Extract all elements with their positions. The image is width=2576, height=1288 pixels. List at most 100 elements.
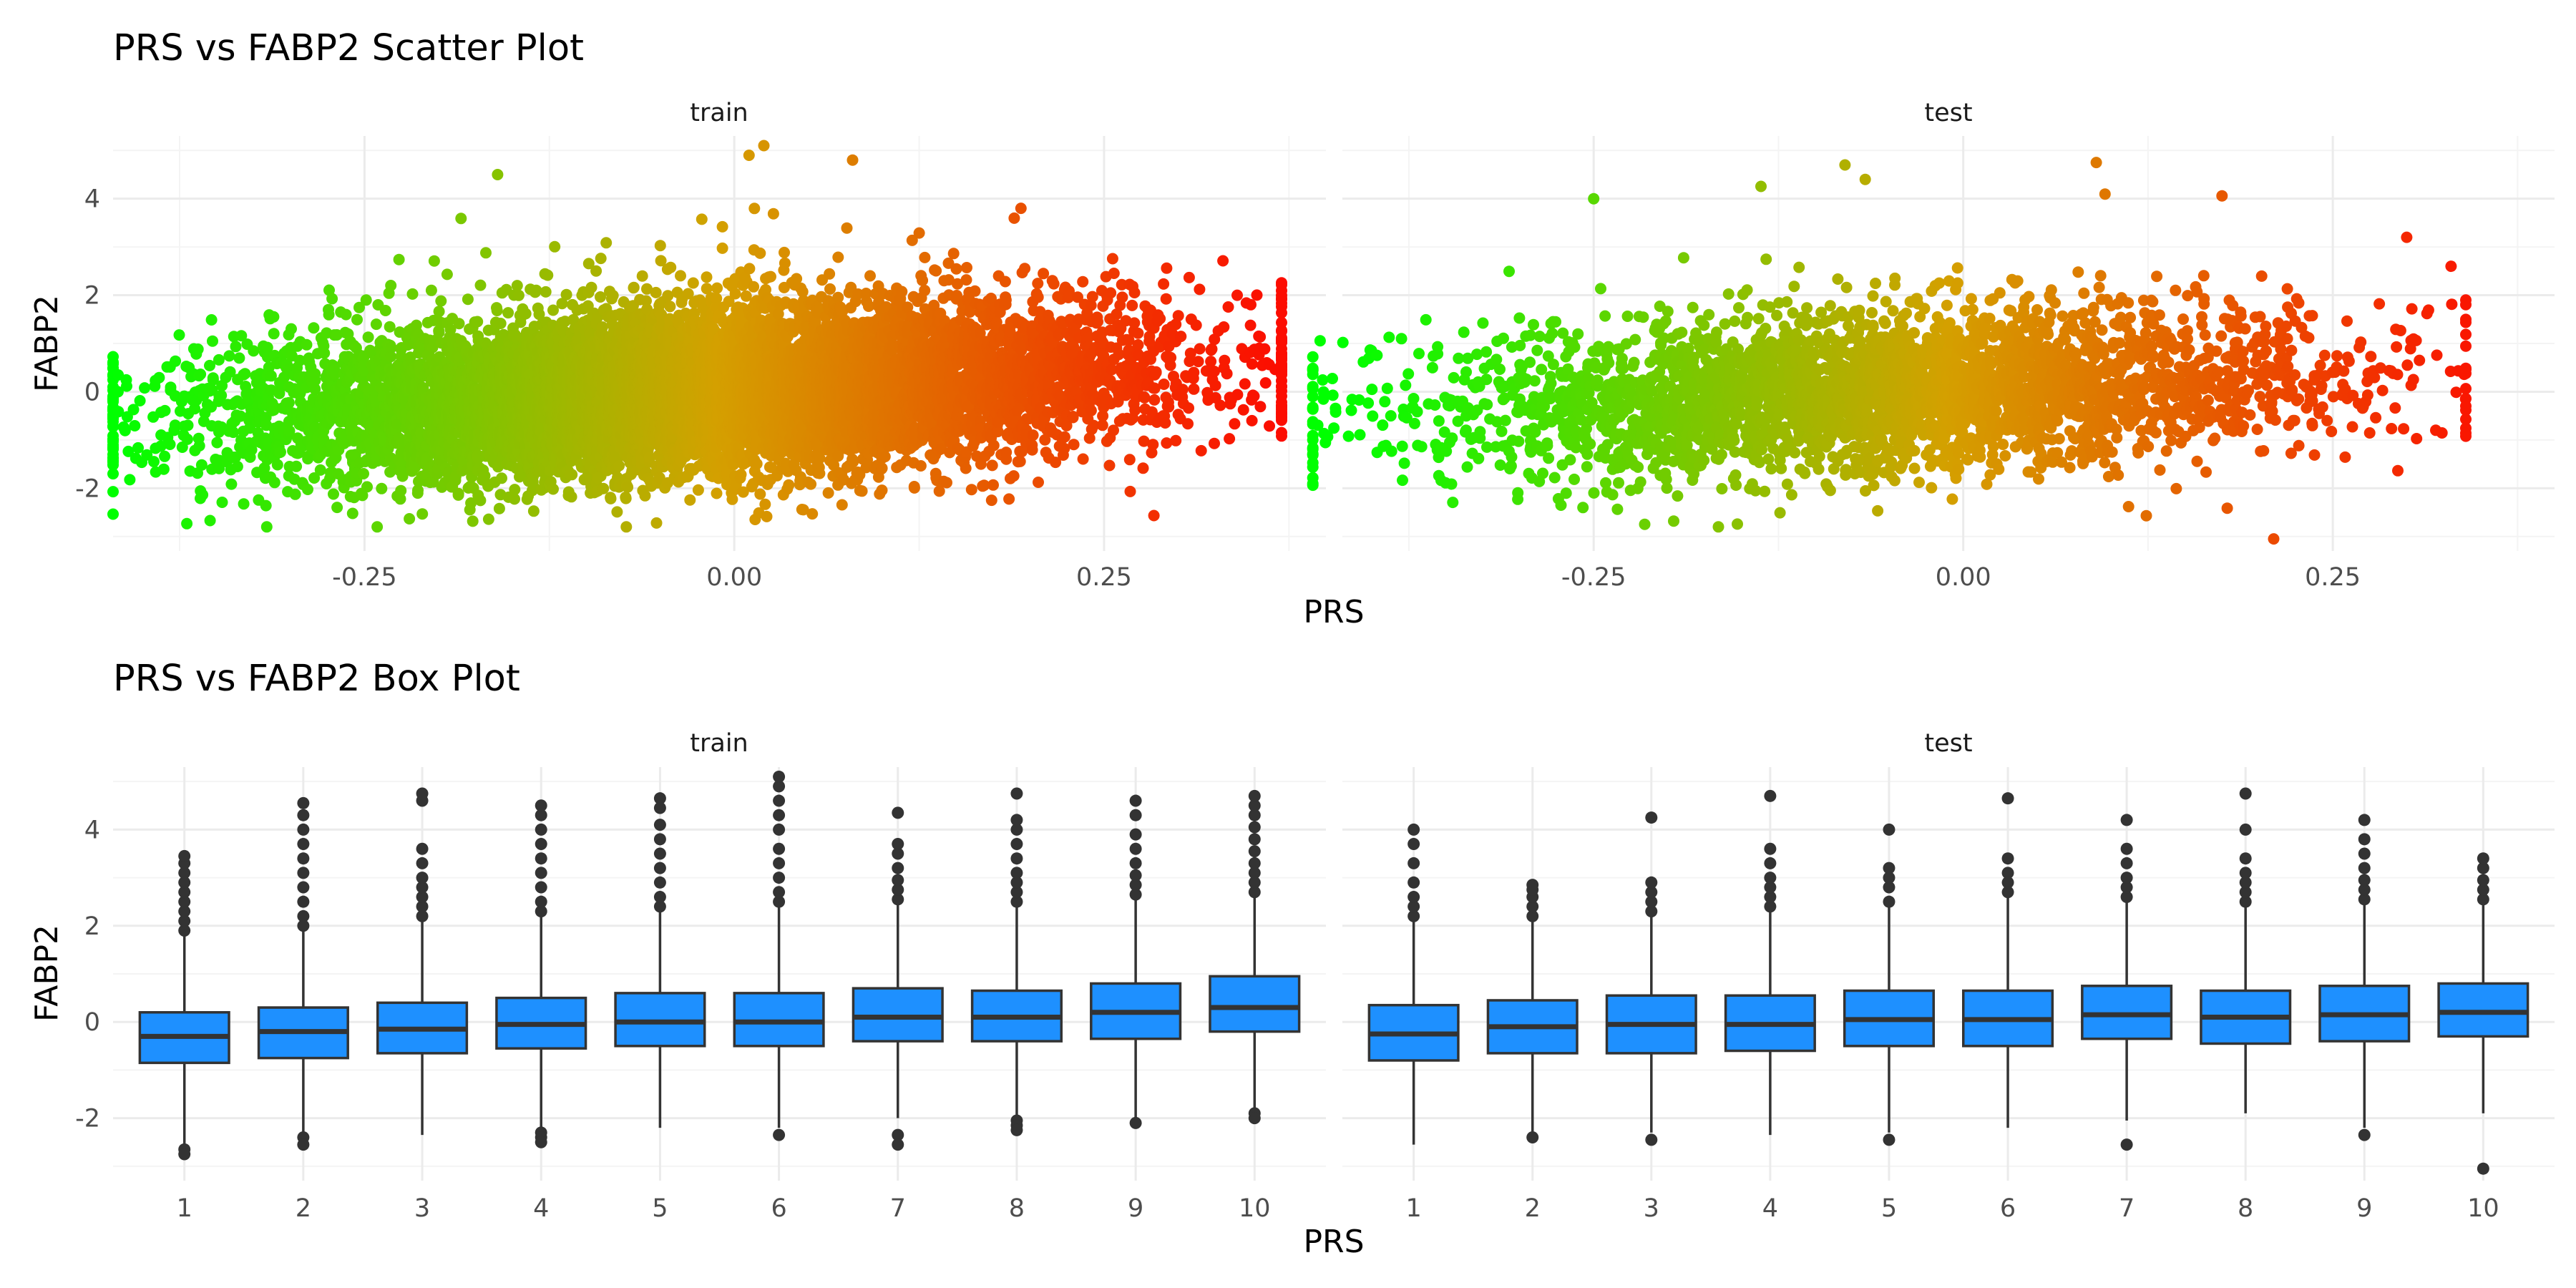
scatter-point: [716, 220, 728, 233]
scatter-point: [362, 331, 374, 343]
scatter-point: [223, 350, 235, 362]
scatter-point: [590, 265, 602, 277]
scatter-point: [164, 439, 176, 450]
scatter-point: [309, 374, 321, 386]
scatter-point: [289, 488, 301, 500]
scatter-point: [318, 347, 331, 359]
scatter-point: [328, 488, 339, 500]
scatter-point: [165, 381, 177, 394]
scatter-point: [684, 494, 696, 506]
scatter-point: [716, 242, 728, 254]
scatter-point: [273, 387, 286, 399]
scatter-point: [207, 335, 218, 347]
scatter-point: [225, 478, 238, 490]
scatter-point: [230, 341, 242, 353]
scatter-point: [197, 489, 209, 501]
scatter-point: [323, 308, 335, 321]
scatter-point: [605, 492, 617, 504]
scatter-point: [112, 406, 125, 418]
scatter-point: [379, 305, 391, 316]
scatter-point: [474, 494, 487, 507]
scatter-point: [182, 419, 194, 431]
scatter-point: [527, 505, 540, 517]
scatter-point: [314, 464, 326, 476]
scatter-point: [393, 253, 405, 265]
scatter-point: [148, 456, 160, 468]
scatter-point: [181, 517, 193, 530]
scatter-point: [326, 293, 338, 305]
scatter-point: [291, 460, 303, 472]
scatter-point: [597, 482, 610, 494]
scatter-point: [696, 213, 708, 225]
scatter-point: [107, 449, 119, 461]
scatter-point: [376, 482, 388, 494]
scatter-point: [213, 353, 225, 366]
scatter-point: [607, 290, 619, 301]
scatter-point: [181, 433, 193, 445]
scatter-point: [585, 281, 597, 293]
scatter-point: [233, 352, 245, 364]
scatter-point: [275, 446, 286, 458]
scatter-point: [216, 497, 228, 508]
scatter-point: [512, 289, 525, 301]
scatter-point: [260, 499, 272, 512]
scatter-point: [228, 426, 239, 439]
scatter-point: [566, 469, 578, 481]
scatter-point: [301, 338, 313, 351]
scatter-point: [453, 318, 465, 330]
scatter-point: [502, 307, 514, 319]
scatter-point: [119, 424, 131, 436]
scatter-point: [665, 261, 677, 273]
scatter-point: [560, 288, 572, 301]
scatter-point: [396, 470, 409, 482]
scatter-point: [611, 506, 623, 518]
scatter-point: [494, 318, 507, 329]
scatter-point: [169, 419, 181, 431]
scatter-point: [428, 255, 440, 267]
scatter-point: [204, 514, 216, 527]
scatter-point: [268, 477, 280, 489]
scatter-point: [613, 459, 625, 472]
scatter-point: [639, 489, 651, 502]
scatter-point: [329, 368, 341, 380]
scatter-point: [235, 330, 248, 342]
scatter-point: [248, 345, 260, 357]
scatter-point: [134, 395, 146, 406]
scatter-point: [189, 403, 201, 415]
scatter-point: [492, 169, 504, 180]
scatter-point: [195, 369, 207, 380]
scatter-point: [394, 493, 406, 505]
scatter-point: [384, 321, 396, 333]
scatter-point: [302, 484, 313, 495]
scatter-point: [395, 484, 407, 497]
scatter-point: [323, 284, 335, 296]
scatter-point: [127, 404, 140, 416]
scatter-point: [205, 314, 218, 326]
scatter-point: [622, 481, 634, 493]
scatter-point: [455, 213, 467, 225]
scatter-point: [675, 270, 686, 282]
scatter-point: [565, 491, 577, 503]
scatter-point: [435, 295, 447, 307]
scatter-point: [650, 286, 662, 298]
scatter-point: [268, 311, 280, 323]
scatter-point: [215, 389, 228, 401]
scatter-point: [224, 366, 236, 378]
scatter-point: [549, 240, 561, 253]
scatter-point: [107, 468, 119, 480]
scatter-point: [107, 358, 119, 370]
scatter-point: [260, 521, 273, 533]
scatter-point: [122, 445, 135, 457]
scatter-point: [346, 507, 358, 519]
scatter-point: [692, 484, 704, 496]
scatter-point: [351, 313, 363, 326]
scatter-point: [153, 371, 165, 384]
scatter-point: [132, 441, 144, 454]
scatter-point: [425, 284, 437, 296]
scatter-point: [636, 270, 648, 282]
scatter-point: [107, 421, 119, 433]
scatter-point: [157, 463, 170, 475]
scatter-point: [406, 288, 419, 300]
scatter-point: [283, 425, 296, 437]
scatter-point: [496, 472, 507, 484]
